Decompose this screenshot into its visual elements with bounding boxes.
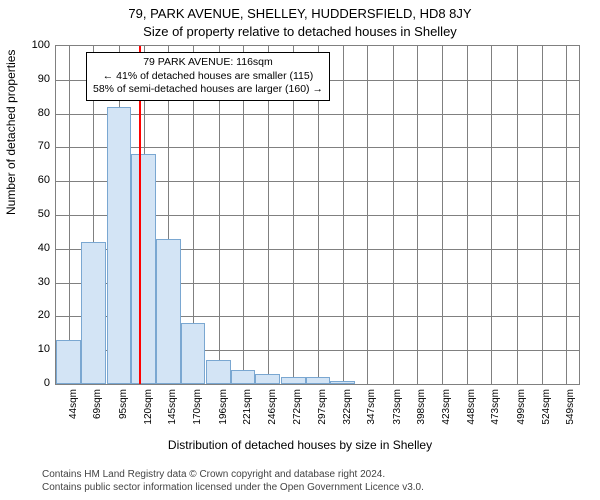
gridline-vertical xyxy=(566,46,567,384)
x-tick-label: 549sqm xyxy=(565,389,576,433)
histogram-bar xyxy=(255,374,280,384)
y-tick-label: 70 xyxy=(0,140,50,152)
histogram-bar xyxy=(131,154,156,384)
y-tick-label: 90 xyxy=(0,73,50,85)
x-tick-label: 347sqm xyxy=(366,389,377,433)
x-tick-label: 423sqm xyxy=(441,389,452,433)
x-tick-label: 145sqm xyxy=(167,389,178,433)
footer-attribution: Contains HM Land Registry data © Crown c… xyxy=(42,468,424,494)
x-tick-label: 221sqm xyxy=(242,389,253,433)
gridline-vertical xyxy=(442,46,443,384)
histogram-bar xyxy=(281,377,306,384)
chart-plot-area: 79 PARK AVENUE: 116sqm← 41% of detached … xyxy=(55,45,580,385)
x-tick-label: 499sqm xyxy=(516,389,527,433)
annotation-box: 79 PARK AVENUE: 116sqm← 41% of detached … xyxy=(86,52,330,101)
y-tick-label: 0 xyxy=(0,377,50,389)
histogram-bar xyxy=(107,107,132,384)
annotation-line-2: ← 41% of detached houses are smaller (11… xyxy=(93,70,323,84)
gridline-vertical xyxy=(467,46,468,384)
y-tick-label: 60 xyxy=(0,174,50,186)
x-tick-label: 398sqm xyxy=(416,389,427,433)
histogram-bar xyxy=(330,381,355,384)
x-tick-label: 524sqm xyxy=(541,389,552,433)
gridline-vertical xyxy=(343,46,344,384)
annotation-line-3: 58% of semi-detached houses are larger (… xyxy=(93,83,323,97)
y-tick-label: 30 xyxy=(0,276,50,288)
histogram-bar xyxy=(56,340,81,384)
y-tick-label: 50 xyxy=(0,208,50,220)
y-tick-label: 10 xyxy=(0,343,50,355)
x-tick-label: 246sqm xyxy=(267,389,278,433)
x-tick-label: 322sqm xyxy=(342,389,353,433)
histogram-bar xyxy=(231,370,256,384)
footer-line-2: Contains public sector information licen… xyxy=(42,481,424,494)
x-tick-label: 95sqm xyxy=(118,389,129,433)
gridline-vertical xyxy=(542,46,543,384)
x-tick-label: 373sqm xyxy=(392,389,403,433)
x-tick-label: 120sqm xyxy=(143,389,154,433)
gridline-vertical xyxy=(517,46,518,384)
x-axis-label: Distribution of detached houses by size … xyxy=(0,438,600,452)
x-tick-label: 272sqm xyxy=(292,389,303,433)
histogram-bar xyxy=(181,323,206,384)
gridline-vertical xyxy=(367,46,368,384)
gridline-vertical xyxy=(393,46,394,384)
x-tick-label: 196sqm xyxy=(218,389,229,433)
y-tick-label: 40 xyxy=(0,242,50,254)
histogram-bar xyxy=(206,360,231,384)
gridline-vertical xyxy=(491,46,492,384)
gridline-vertical xyxy=(417,46,418,384)
footer-line-1: Contains HM Land Registry data © Crown c… xyxy=(42,468,424,481)
page-title-subtitle: Size of property relative to detached ho… xyxy=(0,24,600,39)
x-tick-label: 170sqm xyxy=(192,389,203,433)
histogram-bar xyxy=(306,377,331,384)
y-tick-label: 100 xyxy=(0,39,50,51)
histogram-bar xyxy=(81,242,106,384)
histogram-bar xyxy=(156,239,181,384)
gridline-vertical xyxy=(69,46,70,384)
y-tick-label: 80 xyxy=(0,107,50,119)
x-tick-label: 69sqm xyxy=(92,389,103,433)
page-title-address: 79, PARK AVENUE, SHELLEY, HUDDERSFIELD, … xyxy=(0,6,600,21)
x-tick-label: 44sqm xyxy=(68,389,79,433)
x-tick-label: 448sqm xyxy=(466,389,477,433)
annotation-line-1: 79 PARK AVENUE: 116sqm xyxy=(93,56,323,70)
x-tick-label: 473sqm xyxy=(490,389,501,433)
x-tick-label: 297sqm xyxy=(317,389,328,433)
y-tick-label: 20 xyxy=(0,309,50,321)
